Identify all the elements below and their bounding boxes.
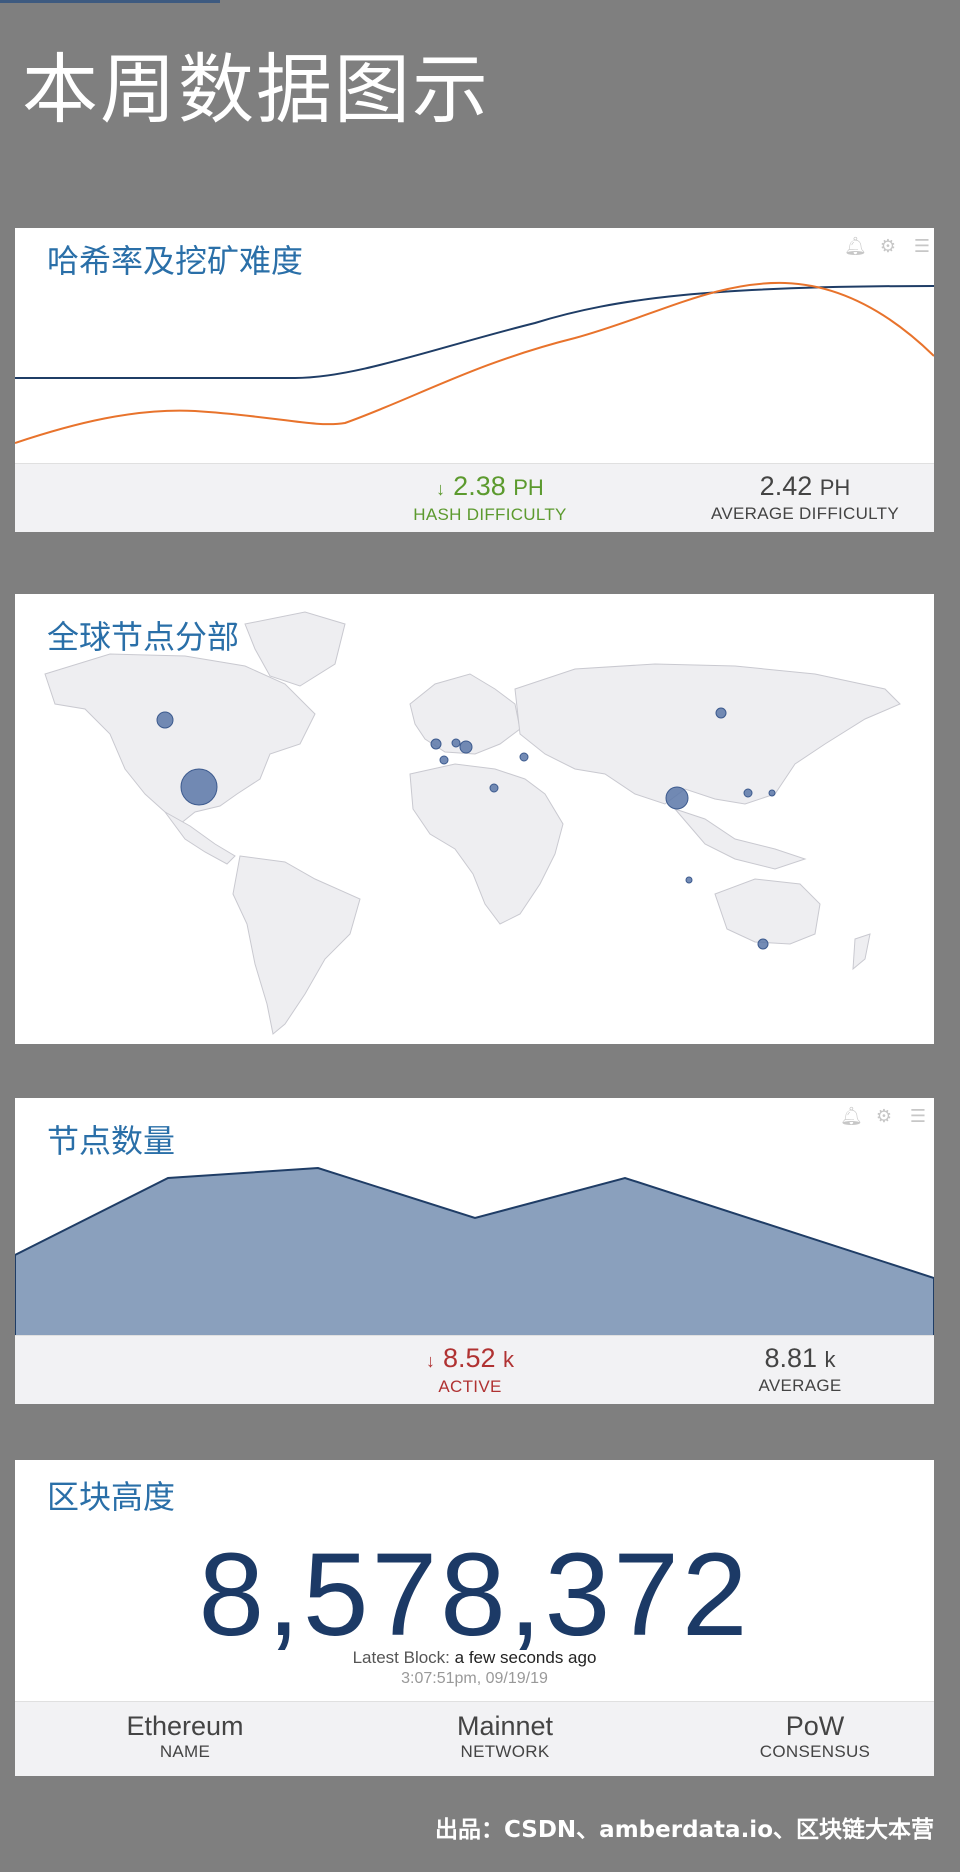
source-credit: 出品：CSDN、amberdata.io、区块链大本营 [434,1817,934,1843]
hash-stats-bar: ↓ 2.38 PH HASH DIFFICULTY 2.42 PH AVERAGE… [15,463,934,532]
network-name-label: NAME [159,1742,211,1761]
average-nodes-stat: 8.81 k AVERAGE [720,1342,880,1396]
active-nodes-stat: ↓ 8.52 k ACTIVE [385,1342,555,1397]
hash-difficulty-chart [15,281,934,444]
block-info-bar: Ethereum NAME Mainnet NETWORK PoW CONSEN… [15,1701,934,1776]
down-arrow-icon: ↓ [425,1351,435,1371]
latest-block-label: Latest Block: [352,1648,450,1667]
node-dot-turkey [489,783,499,793]
latest-block-info: Latest Block: a few seconds ago 3:07:51p… [15,1648,934,1688]
network-type-info: Mainnet NETWORK [385,1710,625,1762]
south-america-shape [232,855,361,1035]
average-difficulty-stat: 2.42 PH AVERAGE DIFFICULTY [690,470,920,524]
node-dot-france [439,755,449,765]
hash-difficulty-stat: ↓ 2.38 PH HASH DIFFICULTY [385,470,595,525]
average-nodes-unit: k [824,1347,836,1372]
node-count-card: 节点数量 🔔︎ ⚙ ☰ ↓ 8.52 k ACTIVE 8.81 k AVERAG… [15,1098,934,1404]
node-dot-uk [430,738,442,750]
gear-icon[interactable]: ⚙ [879,236,897,257]
node-dot-canada [156,711,174,729]
central-america-shape [164,811,236,865]
chart-toolbar: 🔔︎ ⚙ ☰ [844,236,932,257]
average-difficulty-unit: PH [819,475,851,500]
australia-shape [714,878,821,945]
node-dot-romania [519,752,529,762]
europe-shape [409,673,521,755]
node-dot-usa [180,768,218,806]
node-dot-australia [757,938,769,950]
active-nodes-label: ACTIVE [438,1377,502,1396]
latest-block-value: a few seconds ago [454,1648,597,1667]
block-card-title: 区块高度 [47,1478,176,1516]
node-count-chart [15,1166,934,1336]
world-map [44,611,901,1035]
greenland-shape [244,611,346,687]
hash-difficulty-value: 2.38 [453,471,506,501]
menu-icon[interactable]: ☰ [913,236,931,257]
node-dot-japan [768,789,776,797]
node-dot-korea [743,788,753,798]
africa-shape [409,763,564,925]
page-title: 本周数据图示 [22,45,490,134]
hash-difficulty-label: HASH DIFFICULTY [413,505,567,524]
block-height-card: 区块高度 8,578,372 Latest Block: a few secon… [15,1460,934,1776]
average-difficulty-value: 2.42 [759,471,813,501]
nodes-stats-bar: ↓ 8.52 k ACTIVE 8.81 k AVERAGE [15,1335,934,1404]
active-nodes-unit: k [503,1347,515,1372]
gear-icon[interactable]: ⚙ [875,1106,893,1127]
menu-icon[interactable]: ☰ [909,1106,927,1127]
hash-difficulty-unit: PH [513,475,544,500]
top-accent-line [0,0,220,3]
difficulty-line [15,281,934,444]
node-dot-russia [715,707,727,719]
network-name-info: Ethereum NAME [75,1710,295,1762]
network-type-value: Mainnet [456,1711,554,1741]
map-card-title: 全球节点分部 [47,618,240,656]
network-name-value: Ethereum [126,1711,244,1741]
bell-icon[interactable]: 🔔︎ [844,236,867,257]
active-nodes-value: 8.52 [442,1343,496,1373]
hash-rate-line [15,285,934,379]
consensus-label: CONSENSUS [759,1742,871,1761]
node-dot-germany [459,740,473,754]
north-america-shape [44,653,316,825]
node-dot-china [665,786,689,810]
nodes-card-title: 节点数量 [47,1122,176,1160]
hash-rate-card: 哈希率及挖矿难度 🔔︎ ⚙ ☰ ↓ 2.38 PH HASH DIFFICULTY… [15,228,934,532]
network-type-label: NETWORK [460,1742,550,1761]
average-difficulty-label: AVERAGE DIFFICULTY [710,504,900,523]
average-nodes-label: AVERAGE [758,1376,842,1395]
new-zealand-shape [852,933,871,971]
average-nodes-value: 8.81 [764,1343,818,1373]
node-dot-singapore [685,876,693,884]
node-dot-netherlands [451,738,461,748]
node-count-area [15,1166,934,1336]
down-arrow-icon: ↓ [436,479,446,499]
bell-icon[interactable]: 🔔︎ [840,1106,863,1127]
consensus-info: PoW CONSENSUS [715,1710,915,1762]
node-map-card: 全球节点分部 [15,594,934,1044]
southeast-asia-shape [673,807,807,870]
asia-shape [514,663,901,805]
block-height-value: 8,578,372 [198,1529,751,1661]
chart-toolbar: 🔔︎ ⚙ ☰ [840,1106,928,1127]
hash-card-title: 哈希率及挖矿难度 [47,242,304,280]
consensus-value: PoW [785,1711,845,1741]
latest-block-timestamp: 3:07:51pm, 09/19/19 [401,1670,548,1687]
